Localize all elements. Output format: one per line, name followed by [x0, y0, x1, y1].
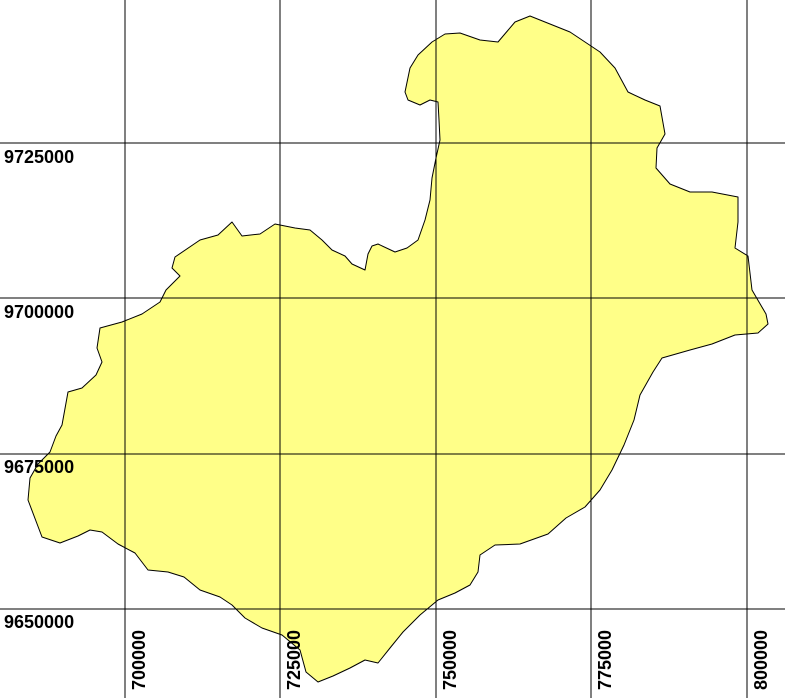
x-label-750000: 750000	[440, 630, 460, 690]
y-label-9650000: 9650000	[4, 612, 74, 632]
region-polygon	[27, 15, 769, 683]
y-label-9675000: 9675000	[4, 457, 74, 477]
y-label-9700000: 9700000	[4, 302, 74, 322]
y-label-9725000: 9725000	[4, 147, 74, 167]
x-label-800000: 800000	[751, 630, 771, 690]
x-label-725000: 725000	[284, 630, 304, 690]
x-label-700000: 700000	[129, 630, 149, 690]
x-label-775000: 775000	[595, 630, 615, 690]
